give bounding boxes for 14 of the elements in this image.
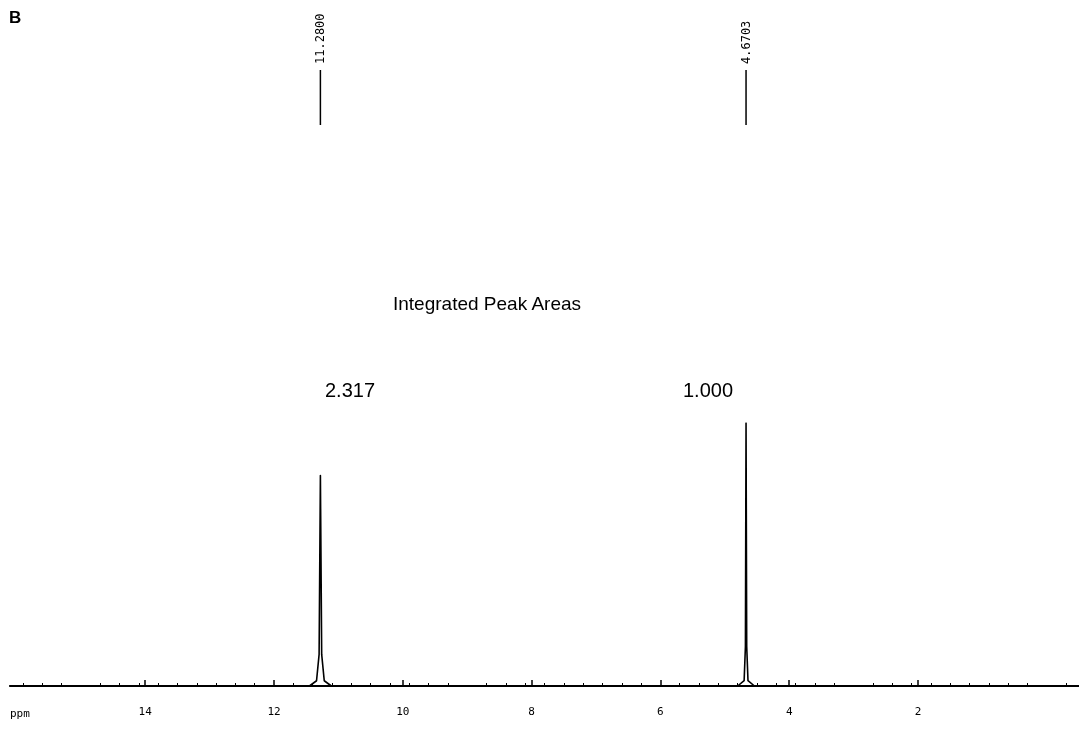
annotation: 4.6703 [739,20,754,64]
x-tick-label: 6 [657,705,664,718]
annotation: 11.2800 [313,13,328,64]
x-tick-label: 8 [528,705,535,718]
x-axis-title: ppm [10,707,31,720]
x-tick-label: 12 [267,705,281,718]
text: 2.317 [324,379,376,401]
x-tick-label: 10 [396,705,410,718]
x-tick-label: 4 [785,705,793,718]
chart-title: B [9,8,22,27]
text: 1.000 [682,379,734,401]
text: Integrated Peak Areas [392,292,582,314]
x-tick-label: 2 [914,705,922,718]
x-tick-label: 14 [138,705,153,718]
